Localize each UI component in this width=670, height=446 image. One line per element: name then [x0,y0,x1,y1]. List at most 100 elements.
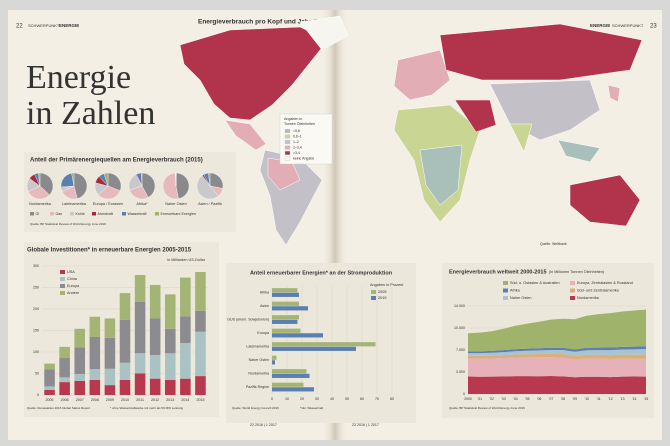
greenland [299,15,349,51]
bar [272,319,298,324]
legend-label: Süd- u. Ostasien & Australien [510,281,560,285]
y-tick-label: 50 [35,371,39,375]
area [468,346,646,354]
europe [393,49,451,101]
x-tick-label: 2015 [196,398,204,402]
x-tick-label: 2000 [464,397,472,401]
bar [272,355,277,360]
india [509,123,533,153]
x-tick-label: 2009 [106,398,114,402]
x-tick-label: '08 [561,397,566,401]
pie-wedge [73,172,88,199]
bar [272,288,298,293]
x-tick-label: 0 [271,397,273,401]
legend-swatch [284,140,291,144]
bar-segment [134,301,146,354]
legend-swatch [503,281,508,285]
legend-label: China [67,277,78,281]
section: SCHWERPUNKT [28,23,60,28]
legend-label: 0,6–1 [293,134,302,138]
bar-segment [195,376,206,395]
pie-label: Lateinamerika [62,202,87,206]
legend-label: Süd- und Zentralamerika [577,289,620,293]
legend-label: >3,4 [293,151,300,155]
legend-label: Naher Osten [510,296,532,300]
map-legend-title: Angaben in [284,117,302,121]
x-tick-label: '09 [573,397,578,401]
bar-segment [119,319,131,363]
bar [272,382,304,387]
bar-segment [134,373,146,395]
pie-wedge [141,172,156,198]
russia [439,23,643,81]
bar-segment [74,380,86,395]
legend-swatch [284,151,291,155]
source: Quelle: BP Statistical Review of World E… [30,222,106,226]
x-tick-label: 10 [285,397,289,401]
pie-label: Asien / Pazifik [198,202,222,206]
y-tick-label: 300 [33,264,39,268]
bar-segment [164,379,176,395]
pie-wedge [103,172,109,187]
footer: 22 2016 | 1 2017 [250,423,277,427]
bar [272,333,323,338]
bar-segment [44,389,55,395]
bar [272,328,301,333]
south-east-asia [557,139,601,163]
x-tick-label: '04 [513,397,518,401]
chart-title: Anteil erneuerbarer Energien* an der Str… [250,270,393,276]
bar-segment [180,378,191,395]
legend-swatch [570,296,575,300]
x-tick-label: 2007 [76,398,84,402]
x-tick-label: 2005 [46,398,54,402]
bar-segment [104,385,116,395]
x-tick-label: 2013 [166,398,174,402]
japan [607,84,621,103]
y-tick-label: Asien [260,304,269,308]
pie-wedge [38,172,41,187]
bar-segment [149,355,161,379]
legend-swatch [284,134,291,139]
footnote: *inkl. Wasserkraft [300,406,323,410]
area [468,376,646,394]
y-tick-label: Pazifik-Region [246,385,269,389]
legend-swatch [92,212,96,216]
legend-label: Afrika [510,289,521,293]
central-africa [419,144,463,206]
x-tick-label: 2011 [136,398,144,402]
legend-label: 2015 [378,296,386,300]
y-tick-label: 14.000 [454,304,465,308]
x-tick-label: '02 [490,397,495,401]
pie-wedge [71,172,75,187]
legend-label: Andere [67,291,79,295]
legend-swatch [60,284,65,288]
legend-label: Atomkraft [98,212,113,216]
bar-segment [89,316,101,337]
bar [272,306,308,311]
bar-segment [104,368,116,386]
page-number: 22 [16,24,23,30]
source: Quelle: World Energy Council 2016 [232,406,279,410]
legend-swatch [371,296,376,300]
bar-segment [180,316,191,343]
bar-segment [89,379,101,395]
bar [272,315,299,320]
north-america [179,26,329,121]
legend-label: Erneuerbare Energien [161,212,196,216]
chart-title: Anteil der Primärenergiequellen am Energ… [30,158,203,164]
legend-label: Öl [36,212,40,216]
legend-swatch [284,129,291,133]
bar-segment [119,293,131,320]
bar-segment [74,373,86,381]
y-tick-label: Nordamerika [248,372,269,376]
source: Quelle: BP Statistical Review of World E… [449,406,525,410]
legend-title: Angaben in Prozent [370,283,404,287]
legend-label: Gas [56,212,63,216]
x-tick-label: '06 [537,397,542,401]
legend-label: Nordamerika [577,296,600,300]
legend-swatch [60,277,65,281]
legend-swatch [70,212,74,216]
bar-segment [89,336,101,370]
x-tick-label: '11 [596,397,600,401]
y-tick-label: 150 [33,328,39,332]
